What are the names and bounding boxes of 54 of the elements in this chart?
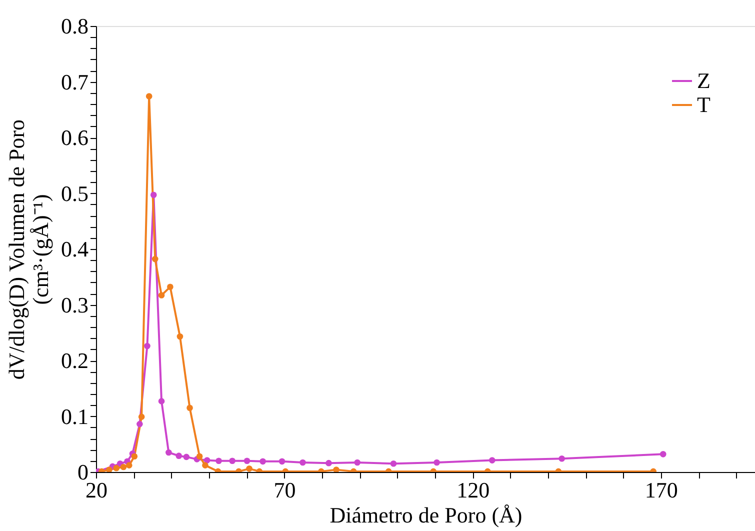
point [113, 464, 120, 472]
point [229, 458, 236, 464]
point [216, 458, 222, 464]
point [126, 462, 132, 468]
point [158, 398, 165, 404]
x-tick-label: 20 [86, 478, 108, 502]
point [558, 455, 565, 462]
point [186, 404, 193, 412]
y-tick-label: 0.8 [61, 14, 88, 38]
x-axis-title: Diámetro de Poro (Å) [330, 502, 522, 528]
x-tick-label: 120 [456, 478, 490, 502]
point [278, 458, 286, 465]
point [158, 292, 165, 298]
point [183, 454, 190, 460]
y-tick-label: 0.6 [61, 125, 88, 150]
point [150, 192, 157, 198]
point [166, 449, 172, 456]
point [333, 466, 340, 472]
point [300, 459, 306, 466]
point [326, 460, 332, 466]
y-tick-label: 0.2 [61, 348, 88, 373]
point [204, 457, 210, 464]
point [136, 420, 143, 428]
point [390, 460, 397, 467]
y-tick-label: 0 [78, 460, 88, 484]
point [167, 284, 174, 290]
x-tick-label: 70 [274, 478, 296, 502]
y-tick-label: 0.3 [61, 292, 88, 318]
point [106, 466, 112, 472]
point [138, 414, 145, 420]
point [434, 459, 440, 466]
point [152, 256, 158, 262]
point [196, 453, 203, 460]
point [488, 457, 496, 464]
point [131, 453, 138, 460]
point [660, 451, 666, 458]
legend-label: Z [697, 68, 710, 93]
point [244, 458, 250, 464]
point [120, 464, 127, 470]
point [202, 462, 208, 468]
y-tick-label: 0.7 [61, 69, 88, 94]
y-tick-label: 0.5 [61, 180, 88, 206]
point [144, 342, 150, 350]
point [176, 333, 184, 340]
point [146, 93, 152, 100]
y-tick-label: 0.4 [61, 236, 88, 262]
y-axis-title: dV/dlog(D) Volumen de Poro (cm³·(gÅ)⁻¹) [4, 119, 53, 380]
x-tick-label: 170 [644, 478, 678, 502]
point [176, 452, 182, 459]
legend-label: T [697, 92, 711, 117]
point [354, 459, 361, 466]
point [260, 458, 266, 465]
y-tick-label: 0.1 [61, 404, 88, 429]
point [246, 466, 252, 472]
